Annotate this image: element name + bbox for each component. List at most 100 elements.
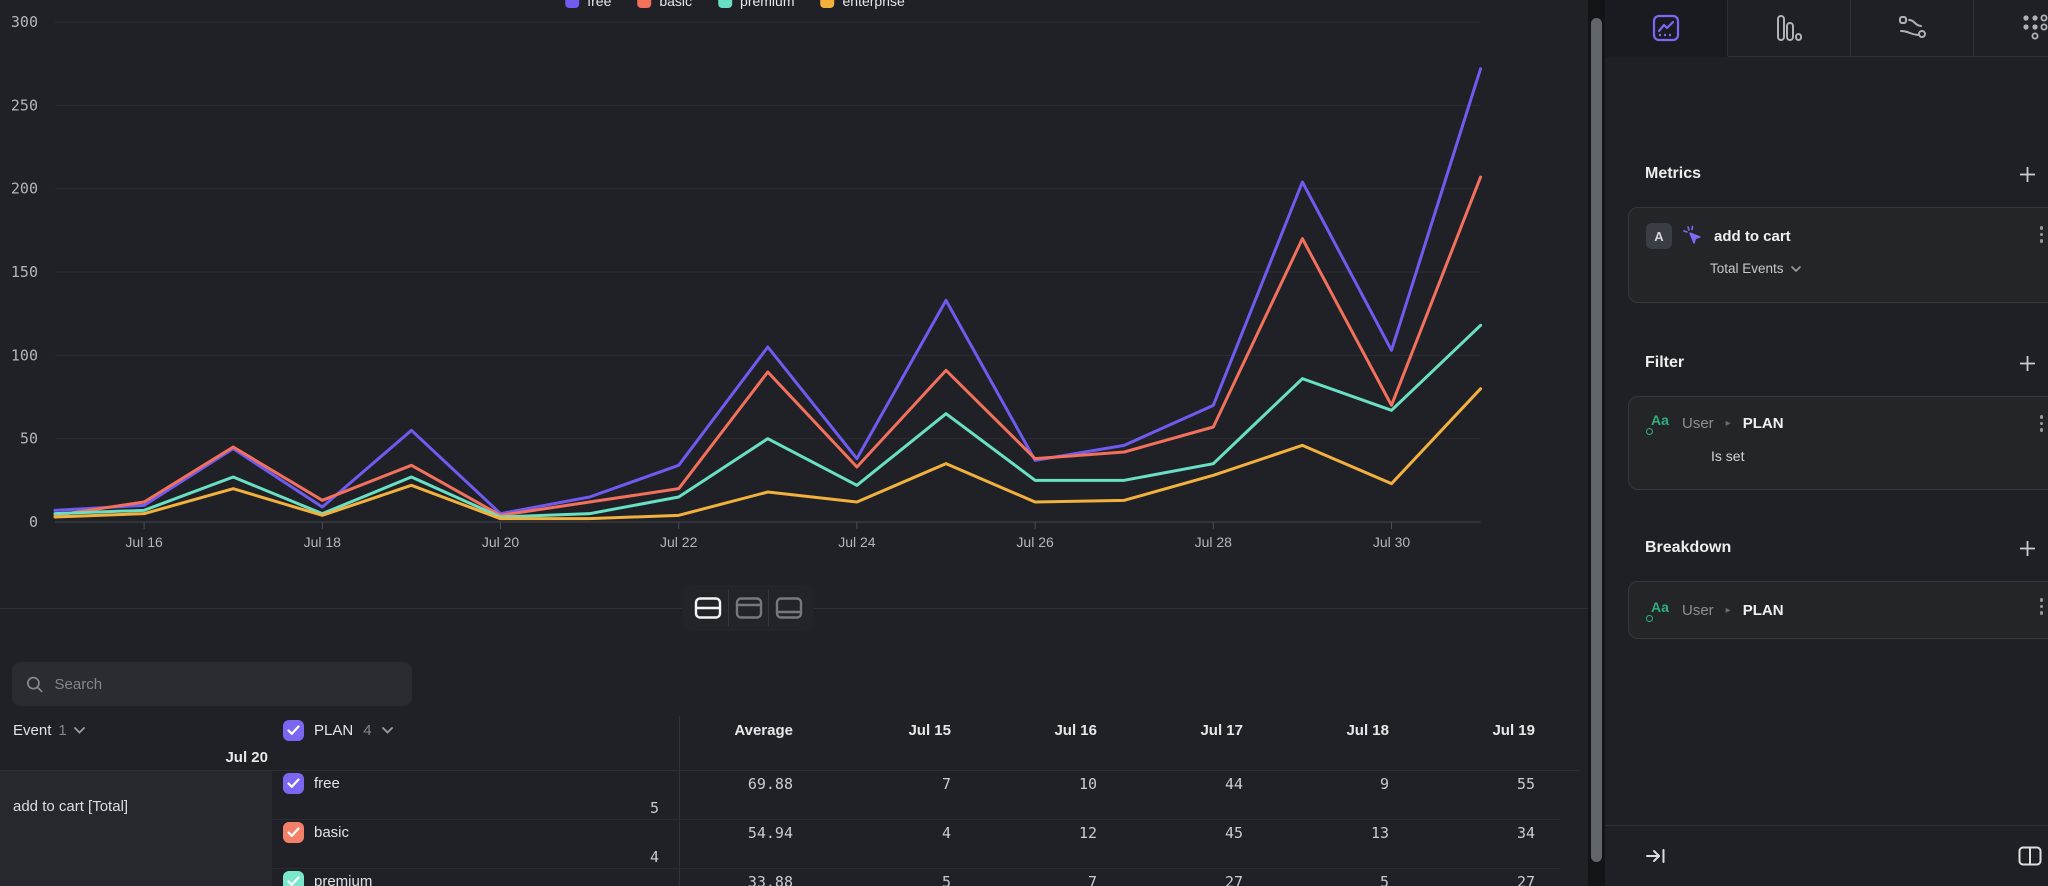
line-chart: 0 50 100 150 200 250 300 Jul 16 Jul 18 Jul 20 Jul … (11, 13, 1483, 550)
legend-swatch (565, 0, 580, 8)
legend-label: free (587, 0, 612, 9)
metric-badge: A (1646, 223, 1672, 249)
series-line-free (53, 67, 1483, 516)
chevron-down-icon (73, 727, 85, 734)
plan-cell: free (272, 773, 663, 795)
add-filter-button[interactable] (2016, 352, 2038, 374)
legend-swatch (718, 0, 733, 8)
metric-measure-dropdown[interactable]: Total Events (1710, 261, 2044, 276)
plan-cell: basic (272, 822, 663, 844)
legend-item-enterprise[interactable]: enterprise (820, 0, 905, 9)
data-value: 5 (941, 872, 951, 886)
sidebar-body: Metrics A add to cart (1605, 57, 2048, 825)
add-breakdown-button[interactable] (2016, 537, 2038, 559)
plan-column-header[interactable]: PLAN 4 (272, 720, 663, 741)
metric-menu-button[interactable] (2039, 226, 2043, 243)
y-axis-tick-label: 150 (11, 263, 38, 281)
layout-option-panel-bottom[interactable] (768, 590, 808, 626)
breakdown-property: PLAN (1742, 601, 1784, 619)
event-cell: add to cart [Total] (0, 771, 272, 886)
data-value: 4 (649, 847, 659, 866)
breakdown-menu-button[interactable] (2039, 598, 2043, 615)
y-axis-tick-label: 300 (11, 13, 38, 31)
date-column-header[interactable]: Jul 18 (1346, 722, 1389, 739)
series-line-basic (53, 175, 1483, 517)
text-property-icon: Aa (1646, 599, 1672, 622)
event-column-header[interactable]: Event 1 (0, 722, 272, 739)
x-axis-tick-label: Jul 30 (1373, 534, 1411, 550)
filter-card[interactable]: Aa User ▸ PLAN Is set (1628, 396, 2048, 490)
chart-canvas: 0 50 100 150 200 250 300 Jul 16 Jul 18 Jul 20 Jul … (11, 13, 1483, 550)
series-line-premium (53, 323, 1483, 519)
legend-item-free[interactable]: free (565, 0, 611, 9)
plan-count: 4 (363, 722, 372, 739)
vertical-scrollbar-thumb[interactable] (1591, 18, 1602, 862)
legend-label: premium (740, 0, 795, 9)
y-axis-tick-label: 250 (11, 96, 38, 114)
x-axis-tick-label: Jul 22 (660, 534, 698, 550)
date-column-header[interactable]: Jul 20 (225, 749, 268, 766)
data-value: 27 (1516, 872, 1535, 886)
row-checkbox-premium[interactable] (283, 871, 304, 886)
check-icon (287, 725, 300, 735)
plan-cell: premium (272, 871, 663, 886)
search-input[interactable] (54, 675, 398, 693)
collapse-right-icon (1646, 849, 1665, 863)
metric-measure-label: Total Events (1710, 261, 1784, 276)
series-line-enterprise (53, 387, 1483, 521)
data-value: 34 (1516, 823, 1535, 842)
table-row-basic: basic 54.94 4 12 45 13 34 4 (272, 820, 1560, 869)
check-icon (287, 876, 300, 886)
chevron-right-icon: ▸ (1725, 417, 1731, 429)
legend-item-basic[interactable]: basic (637, 0, 692, 9)
average-column-header[interactable]: Average (734, 722, 793, 739)
split-horizontal-icon (694, 597, 722, 619)
layout-option-panel-top[interactable] (728, 590, 768, 626)
panel-bottom-icon (775, 597, 802, 619)
table-scroll-track (1580, 700, 1588, 830)
date-column-header[interactable]: Jul 19 (1492, 722, 1535, 739)
average-column-divider (679, 716, 680, 886)
legend-swatch (820, 0, 835, 8)
plan-select-all-checkbox[interactable] (283, 720, 304, 741)
dots-grid-icon (2022, 14, 2047, 40)
chart-legend: free basic premium enterprise (565, 0, 905, 9)
metric-card[interactable]: A add to cart Total Events (1628, 207, 2048, 303)
row-checkbox-basic[interactable] (283, 822, 304, 844)
average-value: 33.88 (747, 872, 793, 886)
breakdown-scope: User (1682, 601, 1714, 619)
row-checkbox-free[interactable] (283, 773, 304, 795)
chevron-down-icon (1790, 265, 1801, 272)
breakdown-card[interactable]: Aa User ▸ PLAN (1628, 581, 2048, 639)
event-header-label: Event (13, 722, 52, 739)
search-box[interactable] (12, 662, 412, 706)
tab-bar-chart[interactable] (1728, 0, 1851, 56)
row-label: free (314, 775, 340, 793)
y-axis-tick-label: 200 (11, 180, 38, 198)
table-body: add to cart [Total] free 69.88 7 10 44 9 55 5 ba… (0, 771, 1588, 886)
row-label: basic (314, 824, 350, 842)
date-column-header[interactable]: Jul 16 (1054, 722, 1097, 739)
layout-option-split-horizontal[interactable] (688, 590, 728, 626)
filter-menu-button[interactable] (2039, 415, 2043, 432)
add-metric-button[interactable] (2016, 163, 2038, 185)
data-value: 44 (1224, 774, 1243, 793)
tab-line-chart[interactable] (1605, 0, 1728, 57)
date-column-header[interactable]: Jul 15 (908, 722, 951, 739)
data-value: 9 (1379, 774, 1389, 793)
date-column-header[interactable]: Jul 17 (1200, 722, 1243, 739)
table-header-divider (0, 770, 1588, 771)
breakdown-section-title: Breakdown (1645, 539, 1732, 556)
collapse-panel-button[interactable] (1645, 846, 1667, 866)
y-axis-tick-label: 50 (20, 430, 38, 448)
filter-condition[interactable]: Is set (1711, 448, 1745, 464)
tab-flow-chart[interactable] (1851, 0, 1974, 56)
legend-item-premium[interactable]: premium (718, 0, 795, 9)
data-value: 7 (1087, 872, 1097, 886)
line-chart-icon (1652, 14, 1680, 42)
data-value: 5 (649, 798, 659, 817)
split-view-button[interactable] (2018, 846, 2042, 866)
tab-more-charts[interactable] (1974, 0, 2048, 56)
